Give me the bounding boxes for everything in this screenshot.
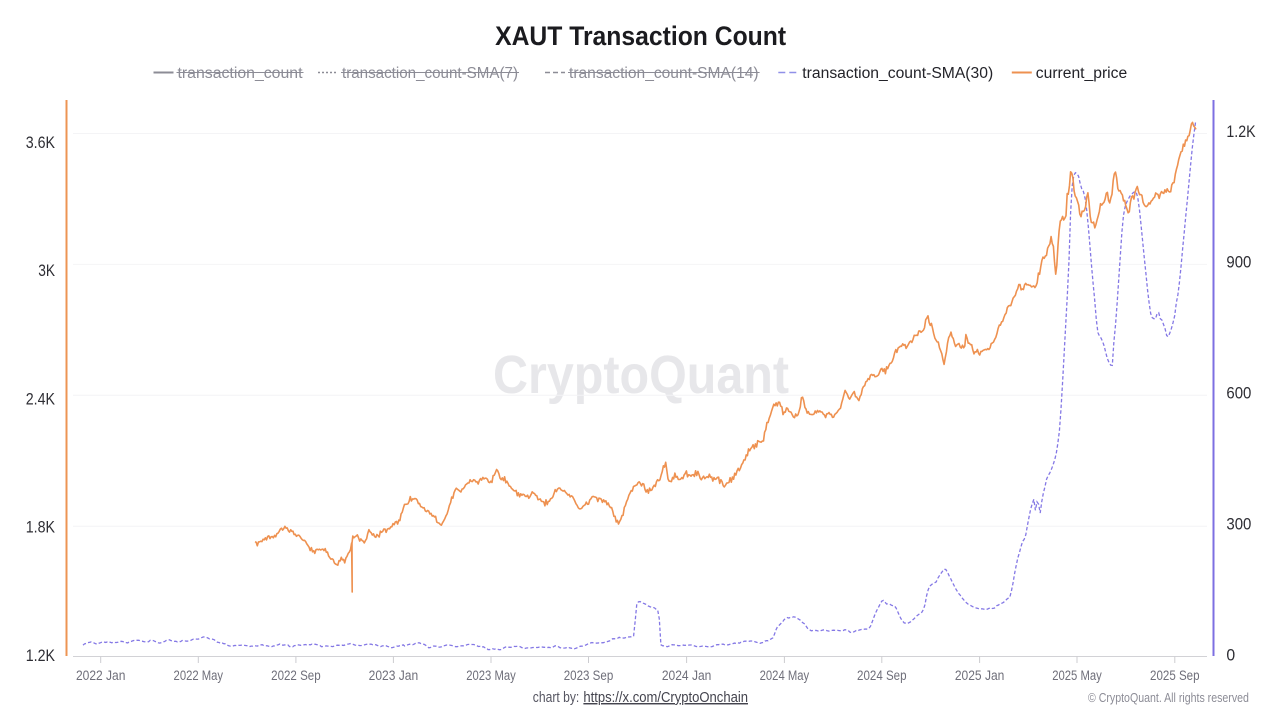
svg-text:https://x.com/CryptoOnchain: https://x.com/CryptoOnchain xyxy=(583,690,748,706)
svg-text:0: 0 xyxy=(1226,645,1235,664)
svg-text:transaction_count-SMA(7): transaction_count-SMA(7) xyxy=(342,65,518,82)
svg-text:2023 Jan: 2023 Jan xyxy=(369,668,419,683)
svg-text:XAUT Transaction Count: XAUT Transaction Count xyxy=(495,21,786,51)
svg-text:1.2K: 1.2K xyxy=(26,646,56,665)
svg-text:2022 May: 2022 May xyxy=(174,668,224,683)
svg-text:1.2K: 1.2K xyxy=(1226,122,1256,141)
svg-text:2022 Sep: 2022 Sep xyxy=(271,668,321,683)
svg-text:2024 Sep: 2024 Sep xyxy=(857,668,907,683)
svg-text:2022 Jan: 2022 Jan xyxy=(76,668,126,683)
svg-text:1.8K: 1.8K xyxy=(26,518,56,537)
svg-text:2.4K: 2.4K xyxy=(26,389,56,408)
svg-text:© CryptoQuant. All rights rese: © CryptoQuant. All rights reserved xyxy=(1088,691,1249,705)
svg-text:2025 May: 2025 May xyxy=(1052,668,1102,683)
svg-text:900: 900 xyxy=(1226,253,1251,272)
svg-text:current_price: current_price xyxy=(1036,65,1127,82)
svg-text:3.6K: 3.6K xyxy=(26,133,56,152)
svg-text:2025 Jan: 2025 Jan xyxy=(955,668,1005,683)
svg-text:2023 May: 2023 May xyxy=(466,668,516,683)
svg-text:300: 300 xyxy=(1226,514,1251,533)
svg-text:CryptoQuant: CryptoQuant xyxy=(493,345,789,405)
svg-text:transaction_count-SMA(30): transaction_count-SMA(30) xyxy=(802,65,993,82)
svg-text:2024 May: 2024 May xyxy=(760,668,810,683)
svg-text:transaction_count-SMA(14): transaction_count-SMA(14) xyxy=(569,65,759,82)
svg-text:2024 Jan: 2024 Jan xyxy=(662,668,712,683)
svg-text:transaction_count: transaction_count xyxy=(178,65,304,82)
svg-text:chart by:: chart by: xyxy=(533,690,580,706)
svg-text:600: 600 xyxy=(1226,384,1251,403)
svg-text:3K: 3K xyxy=(38,261,55,280)
svg-text:2023 Sep: 2023 Sep xyxy=(564,668,614,683)
svg-text:2025 Sep: 2025 Sep xyxy=(1150,668,1200,683)
